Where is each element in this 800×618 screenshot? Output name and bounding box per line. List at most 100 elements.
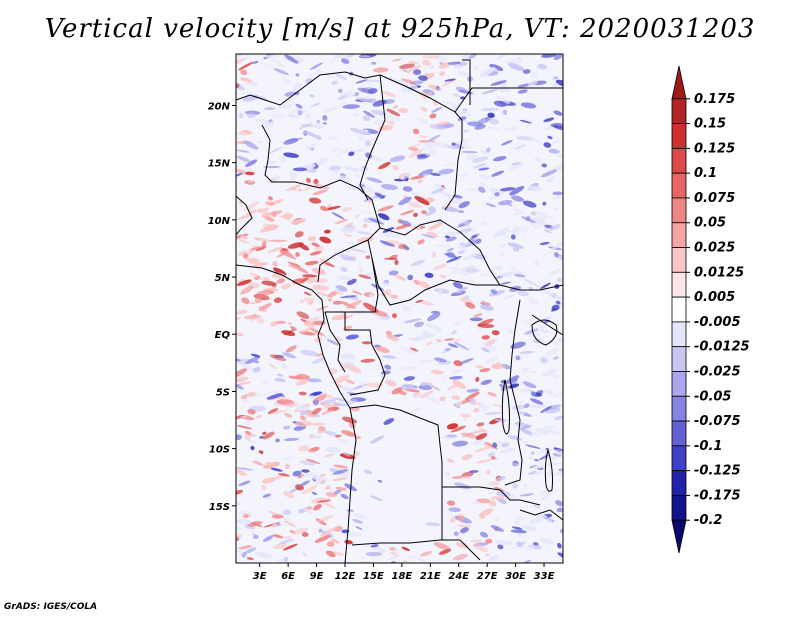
field-cell bbox=[443, 338, 455, 341]
field-cell bbox=[451, 178, 466, 183]
field-cell bbox=[336, 275, 353, 281]
field-cell bbox=[510, 234, 516, 240]
field-cell bbox=[304, 508, 313, 514]
x-tick-label: 15E bbox=[363, 571, 384, 582]
field-cell bbox=[469, 470, 479, 473]
field-cell bbox=[451, 395, 461, 400]
field-cell bbox=[552, 242, 563, 250]
field-cell bbox=[469, 539, 483, 543]
field-cell bbox=[329, 550, 344, 556]
field-cell bbox=[426, 323, 442, 332]
field-cell bbox=[487, 392, 497, 397]
field-cell bbox=[236, 434, 242, 441]
field-cell bbox=[539, 241, 550, 246]
field-cell bbox=[278, 215, 292, 221]
field-cell bbox=[419, 225, 426, 229]
field-cell bbox=[501, 364, 511, 370]
field-cell bbox=[399, 346, 416, 355]
field-cell bbox=[532, 504, 541, 509]
field-cell bbox=[453, 554, 468, 561]
field-cell bbox=[265, 201, 275, 206]
field-cell bbox=[478, 427, 489, 433]
field-cell bbox=[383, 418, 395, 425]
field-cell bbox=[431, 106, 443, 113]
field-cell bbox=[370, 544, 379, 548]
field-cell bbox=[519, 388, 534, 393]
field-cell bbox=[534, 157, 543, 163]
field-cell bbox=[324, 205, 342, 211]
field-cell bbox=[280, 396, 287, 401]
field-cell bbox=[384, 231, 394, 237]
field-cell bbox=[283, 252, 297, 260]
field-cell bbox=[311, 491, 318, 496]
field-cell bbox=[555, 79, 563, 87]
field-cell bbox=[540, 495, 550, 501]
field-cell bbox=[453, 360, 463, 367]
field-cell bbox=[318, 425, 326, 432]
field-cell bbox=[446, 247, 455, 252]
field-cell bbox=[494, 192, 500, 197]
field-cell bbox=[240, 415, 247, 419]
field-cell bbox=[340, 392, 357, 399]
field-cell bbox=[459, 413, 472, 418]
field-cell bbox=[342, 451, 351, 457]
field-cell bbox=[457, 250, 465, 255]
field-cell bbox=[290, 176, 296, 182]
field-cell bbox=[400, 366, 416, 371]
field-cell bbox=[313, 278, 328, 284]
field-cell bbox=[478, 404, 489, 410]
field-cell bbox=[258, 450, 264, 454]
field-cell bbox=[490, 524, 505, 532]
field-cell bbox=[238, 61, 254, 71]
field-cell bbox=[309, 327, 325, 337]
field-cell bbox=[417, 239, 425, 245]
y-tick-label: 5N bbox=[215, 273, 231, 284]
field-cell bbox=[481, 335, 490, 340]
field-cell bbox=[493, 227, 510, 238]
field-cell bbox=[522, 381, 537, 389]
field-cell bbox=[355, 436, 361, 440]
field-cell bbox=[444, 235, 450, 239]
field-cell bbox=[268, 363, 277, 369]
field-cell bbox=[236, 467, 254, 471]
field-cell bbox=[290, 218, 307, 225]
field-cell bbox=[434, 244, 451, 247]
field-cell bbox=[505, 59, 523, 65]
field-cell bbox=[240, 235, 248, 240]
field-cell bbox=[255, 246, 266, 252]
field-cell bbox=[458, 201, 470, 209]
field-cell bbox=[300, 124, 314, 127]
field-cell bbox=[286, 114, 300, 119]
colorbar-label: -0.175 bbox=[694, 488, 741, 503]
field-cell bbox=[463, 252, 478, 261]
field-cell bbox=[479, 531, 489, 538]
field-cell bbox=[500, 281, 511, 285]
field-cell bbox=[491, 330, 500, 336]
field-cell bbox=[413, 69, 422, 76]
field-cell bbox=[309, 251, 322, 256]
field-cell bbox=[426, 395, 441, 404]
field-cell bbox=[329, 150, 335, 153]
field-cell bbox=[494, 517, 500, 522]
field-cell bbox=[362, 110, 376, 118]
field-cell bbox=[547, 135, 553, 140]
field-cell bbox=[248, 180, 255, 183]
field-cell bbox=[305, 143, 317, 151]
field-cell bbox=[319, 205, 329, 212]
field-cell bbox=[541, 163, 547, 168]
y-tick-label: EQ bbox=[215, 330, 231, 341]
field-cell bbox=[464, 220, 470, 226]
field-cell bbox=[262, 493, 271, 498]
field-cell bbox=[240, 363, 254, 372]
field-cell bbox=[341, 416, 358, 424]
field-cell bbox=[555, 500, 563, 507]
field-cell bbox=[552, 76, 559, 80]
field-cell bbox=[257, 140, 264, 144]
field-cell bbox=[340, 353, 356, 360]
coastline-west bbox=[236, 195, 253, 236]
field-cell bbox=[412, 128, 420, 135]
field-cell bbox=[278, 156, 286, 162]
field-cell bbox=[418, 384, 432, 391]
field-cell bbox=[340, 58, 350, 64]
field-cell bbox=[433, 263, 448, 271]
